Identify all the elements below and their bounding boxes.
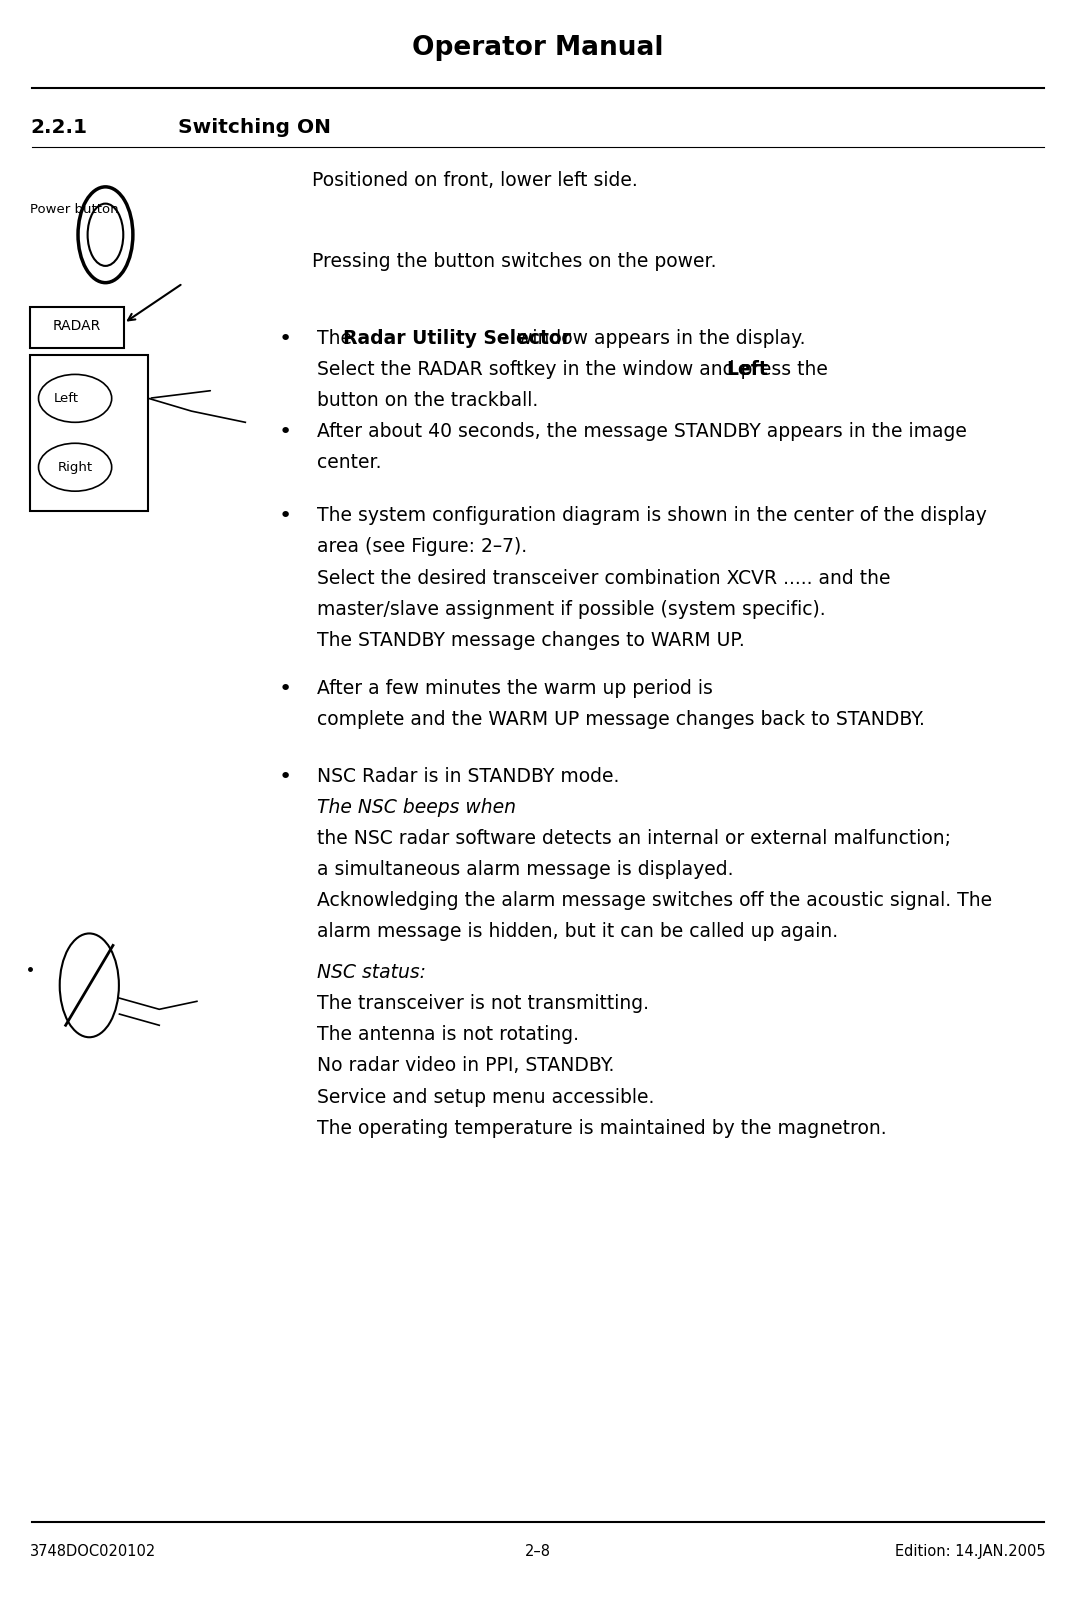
Text: area (see Figure: 2–7).: area (see Figure: 2–7).: [317, 537, 527, 556]
Text: RADAR: RADAR: [53, 319, 101, 332]
Text: •: •: [279, 422, 292, 442]
Text: Switching ON: Switching ON: [178, 118, 330, 137]
Text: Pressing the button switches on the power.: Pressing the button switches on the powe…: [312, 252, 717, 271]
Text: Service and setup menu accessible.: Service and setup menu accessible.: [317, 1088, 655, 1107]
Text: After about 40 seconds, the message STANDBY appears in the image: After about 40 seconds, the message STAN…: [317, 422, 967, 441]
Text: The operating temperature is maintained by the magnetron.: The operating temperature is maintained …: [317, 1118, 887, 1137]
Text: •: •: [279, 767, 292, 787]
Text: •: •: [279, 679, 292, 699]
Text: button on the trackball.: button on the trackball.: [317, 391, 539, 410]
Text: 3748DOC020102: 3748DOC020102: [30, 1544, 156, 1559]
Bar: [30, 307, 124, 348]
Text: •: •: [279, 329, 292, 350]
Text: No radar video in PPI, STANDBY.: No radar video in PPI, STANDBY.: [317, 1057, 614, 1075]
Text: Positioned on front, lower left side.: Positioned on front, lower left side.: [312, 171, 638, 190]
Text: The system configuration diagram is shown in the center of the display: The system configuration diagram is show…: [317, 506, 988, 525]
Text: window appears in the display.: window appears in the display.: [511, 329, 806, 348]
Text: The antenna is not rotating.: The antenna is not rotating.: [317, 1025, 579, 1044]
Text: Power button: Power button: [30, 203, 118, 216]
Text: Radar Utility Selector: Radar Utility Selector: [343, 329, 571, 348]
Text: Right: Right: [57, 460, 93, 474]
Text: 2.2.1: 2.2.1: [30, 118, 87, 137]
Text: Operator Manual: Operator Manual: [412, 35, 664, 61]
Text: complete and the WARM UP message changes back to STANDBY.: complete and the WARM UP message changes…: [317, 709, 925, 728]
Text: center.: center.: [317, 454, 382, 471]
Text: The: The: [317, 329, 358, 348]
Text: NSC Radar is in STANDBY mode.: NSC Radar is in STANDBY mode.: [317, 767, 620, 786]
Text: Select the RADAR softkey in the window and press the: Select the RADAR softkey in the window a…: [317, 361, 834, 378]
Text: The STANDBY message changes to WARM UP.: The STANDBY message changes to WARM UP.: [317, 631, 746, 650]
Text: Left: Left: [726, 361, 768, 378]
Text: Edition: 14.JAN.2005: Edition: 14.JAN.2005: [895, 1544, 1046, 1559]
Text: Left: Left: [54, 391, 79, 406]
Text: •: •: [279, 506, 292, 527]
Text: a simultaneous alarm message is displayed.: a simultaneous alarm message is displaye…: [317, 859, 734, 878]
Text: After a few minutes the warm up period is: After a few minutes the warm up period i…: [317, 679, 713, 698]
Text: the NSC radar software detects an internal or external malfunction;: the NSC radar software detects an intern…: [317, 829, 951, 848]
Text: The NSC beeps when: The NSC beeps when: [317, 797, 516, 816]
Text: The transceiver is not transmitting.: The transceiver is not transmitting.: [317, 993, 650, 1012]
Text: alarm message is hidden, but it can be called up again.: alarm message is hidden, but it can be c…: [317, 923, 838, 941]
Text: master/slave assignment if possible (system specific).: master/slave assignment if possible (sys…: [317, 599, 826, 618]
Text: Select the desired transceiver combination XCVR ..... and the: Select the desired transceiver combinati…: [317, 569, 891, 588]
Bar: [30, 355, 148, 511]
Text: NSC status:: NSC status:: [317, 963, 426, 982]
Text: 2–8: 2–8: [525, 1544, 551, 1559]
Text: Acknowledging the alarm message switches off the acoustic signal. The: Acknowledging the alarm message switches…: [317, 891, 992, 910]
